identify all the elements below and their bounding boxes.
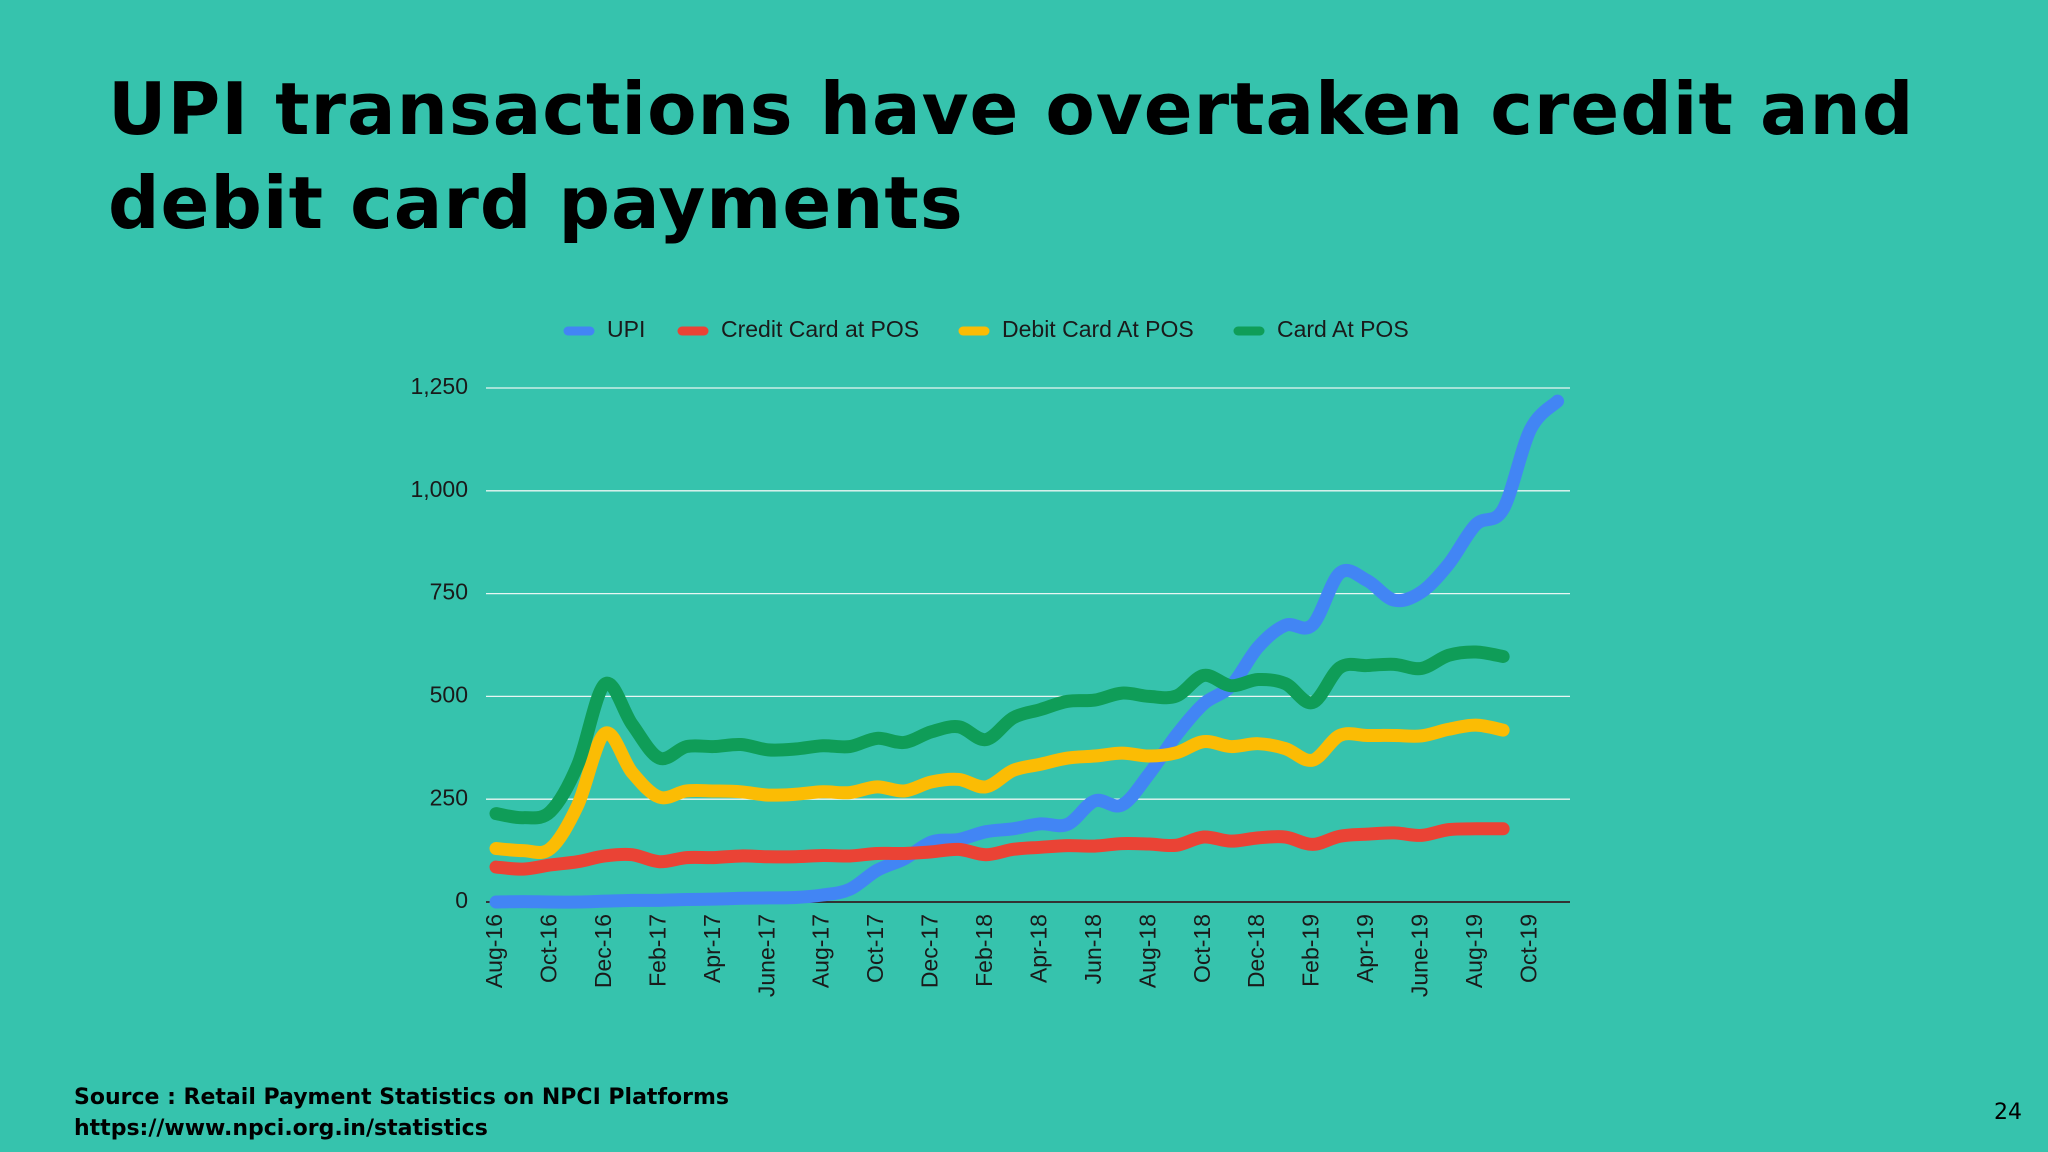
x-tick-label: Dec-18 [1243, 914, 1269, 988]
x-tick-label: June-19 [1407, 914, 1433, 997]
x-tick-label: Dec-17 [917, 914, 943, 988]
y-tick-label: 500 [430, 681, 468, 707]
legend-label: Debit Card At POS [1002, 316, 1194, 342]
x-tick-label: Oct-16 [536, 914, 562, 983]
x-tick-label: Oct-18 [1189, 914, 1215, 983]
x-tick-label: Jun-18 [1080, 914, 1106, 984]
source-link: https://www.npci.org.in/statistics [74, 1116, 488, 1141]
series-line [489, 645, 1510, 825]
x-tick-label: Feb-17 [644, 914, 670, 987]
page-number: 24 [1994, 1100, 2022, 1125]
slide-title: UPI transactions have overtaken credit a… [108, 67, 1915, 245]
x-tick-label: Aug-17 [808, 914, 834, 988]
x-tick-label: Aug-16 [481, 914, 507, 988]
x-tick-label: June-17 [753, 914, 779, 997]
legend-label: UPI [607, 316, 645, 342]
x-tick-label: Feb-19 [1298, 914, 1324, 987]
x-tick-label: Apr-19 [1352, 914, 1378, 983]
legend-label: Credit Card at POS [721, 316, 919, 342]
x-tick-label: Oct-17 [862, 914, 888, 983]
series-line [489, 718, 1510, 860]
x-tick-label: Dec-16 [590, 914, 616, 988]
y-tick-label: 750 [430, 579, 468, 605]
x-tick-label: Aug-18 [1134, 914, 1160, 988]
source-line: Source : Retail Payment Statistics on NP… [74, 1085, 729, 1110]
x-tick-label: Feb-18 [971, 914, 997, 987]
x-tick-label: Oct-19 [1515, 914, 1541, 983]
x-tick-label: Apr-17 [699, 914, 725, 983]
series-line [489, 822, 1510, 876]
source: Source : Retail Payment Statistics on NP… [74, 1082, 729, 1144]
y-tick-label: 1,000 [410, 476, 468, 502]
legend-label: Card At POS [1277, 316, 1409, 342]
x-tick-label: Aug-19 [1461, 914, 1487, 988]
y-tick-label: 250 [430, 784, 468, 810]
series-line [489, 394, 1565, 909]
y-tick-label: 1,250 [410, 373, 468, 399]
x-tick-label: Apr-18 [1025, 914, 1051, 983]
y-tick-label: 0 [455, 887, 468, 913]
